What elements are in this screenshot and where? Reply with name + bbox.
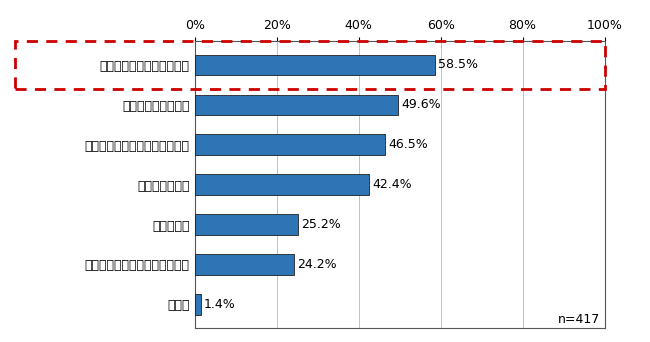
Bar [195, 214, 298, 235]
Text: 42.4%: 42.4% [372, 178, 411, 191]
Bar [195, 294, 201, 315]
Bar [195, 174, 369, 195]
Bar [195, 134, 385, 155]
Bar [195, 55, 435, 75]
Bar [195, 254, 294, 275]
Text: 25.2%: 25.2% [302, 218, 341, 231]
Text: 49.6%: 49.6% [402, 98, 441, 111]
Text: 46.5%: 46.5% [389, 138, 428, 151]
Text: 1.4%: 1.4% [204, 298, 236, 311]
Text: n=417: n=417 [558, 313, 601, 326]
Bar [195, 94, 398, 115]
Text: 24.2%: 24.2% [298, 258, 337, 271]
Text: 58.5%: 58.5% [438, 58, 478, 71]
